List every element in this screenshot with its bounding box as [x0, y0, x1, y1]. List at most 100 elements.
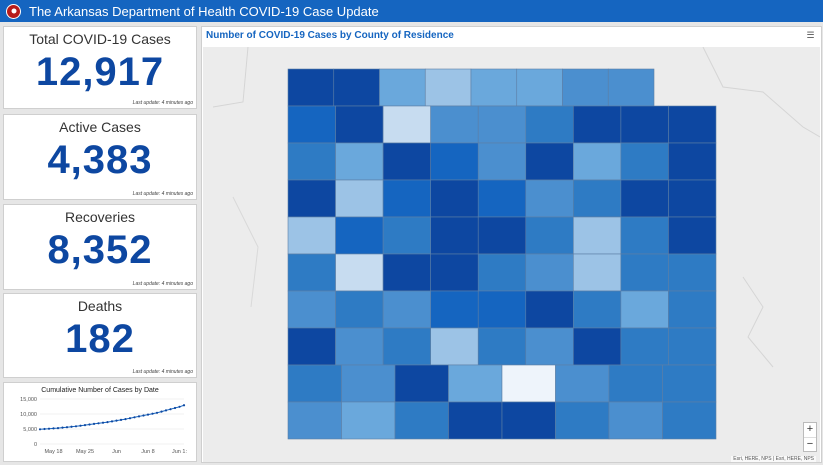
county-region[interactable] — [477, 327, 527, 366]
county-region[interactable] — [382, 142, 431, 181]
county-region[interactable] — [335, 253, 384, 292]
county-region[interactable] — [668, 290, 717, 329]
county-region[interactable] — [287, 142, 336, 181]
county-region[interactable] — [620, 216, 669, 255]
data-point[interactable] — [92, 422, 96, 425]
county-region[interactable] — [382, 105, 431, 144]
county-region[interactable] — [335, 216, 384, 255]
county-region[interactable] — [573, 253, 622, 292]
county-region[interactable] — [341, 364, 396, 403]
county-region[interactable] — [394, 401, 449, 440]
data-point[interactable] — [47, 427, 51, 430]
county-region[interactable] — [620, 179, 669, 218]
county-region[interactable] — [607, 68, 655, 107]
county-region[interactable] — [335, 327, 384, 366]
county-region[interactable] — [477, 253, 527, 292]
county-region[interactable] — [335, 105, 384, 144]
county-region[interactable] — [335, 142, 384, 181]
county-region[interactable] — [287, 105, 336, 144]
zoom-in-button[interactable]: + — [806, 423, 814, 435]
county-region[interactable] — [501, 364, 556, 403]
data-point[interactable] — [52, 427, 55, 430]
county-region[interactable] — [394, 364, 449, 403]
county-region[interactable] — [470, 68, 518, 107]
county-region[interactable] — [516, 68, 563, 107]
county-region[interactable] — [477, 142, 527, 181]
county-region[interactable] — [430, 216, 479, 255]
county-region[interactable] — [477, 179, 527, 218]
data-point[interactable] — [79, 424, 82, 427]
county-region[interactable] — [573, 216, 622, 255]
data-point[interactable] — [88, 423, 91, 426]
zoom-out-button[interactable]: − — [804, 437, 816, 451]
county-region[interactable] — [382, 290, 431, 329]
county-region[interactable] — [287, 401, 342, 440]
county-region[interactable] — [477, 105, 527, 144]
county-region[interactable] — [287, 290, 336, 329]
county-region[interactable] — [620, 142, 669, 181]
data-point[interactable] — [106, 421, 109, 424]
county-region[interactable] — [287, 179, 336, 218]
data-point[interactable] — [151, 412, 154, 415]
county-region[interactable] — [525, 216, 574, 255]
cumulative-cases-chart[interactable]: 15,000 10,000 5,000 0 May 18 May 25 Jun Jun 8 Ju… — [4, 394, 196, 460]
county-region[interactable] — [382, 179, 431, 218]
county-region[interactable] — [620, 290, 669, 329]
county-region[interactable] — [430, 105, 479, 144]
county-region[interactable] — [608, 364, 663, 403]
county-region[interactable] — [620, 253, 669, 292]
county-region[interactable] — [525, 142, 574, 181]
county-region[interactable] — [287, 68, 335, 107]
county-region[interactable] — [341, 401, 396, 440]
county-region[interactable] — [477, 216, 527, 255]
map-canvas[interactable] — [203, 47, 820, 462]
county-region[interactable] — [525, 290, 574, 329]
county-region[interactable] — [620, 105, 669, 144]
county-region[interactable] — [448, 364, 503, 403]
county-region[interactable] — [382, 253, 431, 292]
data-point[interactable] — [137, 415, 141, 418]
county-region[interactable] — [662, 364, 717, 403]
data-point[interactable] — [70, 425, 73, 428]
county-region[interactable] — [430, 290, 479, 329]
data-point[interactable] — [164, 409, 168, 412]
county-region[interactable] — [668, 142, 717, 181]
county-region[interactable] — [668, 216, 717, 255]
county-region[interactable] — [573, 105, 622, 144]
county-region[interactable] — [668, 253, 717, 292]
data-point[interactable] — [146, 413, 150, 416]
county-region[interactable] — [287, 253, 336, 292]
county-region[interactable] — [335, 290, 384, 329]
data-point[interactable] — [142, 414, 145, 417]
county-region[interactable] — [335, 179, 384, 218]
county-region[interactable] — [333, 68, 380, 107]
data-point[interactable] — [133, 416, 136, 419]
data-point[interactable] — [43, 427, 46, 431]
county-region[interactable] — [525, 179, 574, 218]
county-region[interactable] — [573, 290, 622, 329]
county-region[interactable] — [668, 327, 717, 366]
county-region[interactable] — [573, 142, 622, 181]
county-region[interactable] — [525, 105, 574, 144]
data-point[interactable] — [101, 421, 105, 424]
data-point[interactable] — [128, 417, 132, 420]
county-region[interactable] — [562, 68, 609, 107]
data-point[interactable] — [56, 427, 60, 430]
data-point[interactable] — [38, 428, 42, 431]
data-point[interactable] — [83, 424, 87, 427]
data-point[interactable] — [169, 408, 172, 411]
county-region[interactable] — [448, 401, 503, 440]
county-region[interactable] — [430, 253, 479, 292]
data-point[interactable] — [155, 411, 159, 414]
data-point[interactable] — [97, 422, 100, 425]
legend-list-icon[interactable]: ☰ — [806, 30, 815, 40]
data-point[interactable] — [173, 406, 177, 410]
county-region[interactable] — [573, 179, 622, 218]
county-region[interactable] — [379, 68, 426, 107]
county-region[interactable] — [608, 401, 663, 440]
county-region[interactable] — [501, 401, 556, 440]
data-point[interactable] — [65, 426, 69, 429]
county-region[interactable] — [430, 142, 479, 181]
county-region[interactable] — [430, 179, 479, 218]
data-point[interactable] — [182, 404, 186, 407]
